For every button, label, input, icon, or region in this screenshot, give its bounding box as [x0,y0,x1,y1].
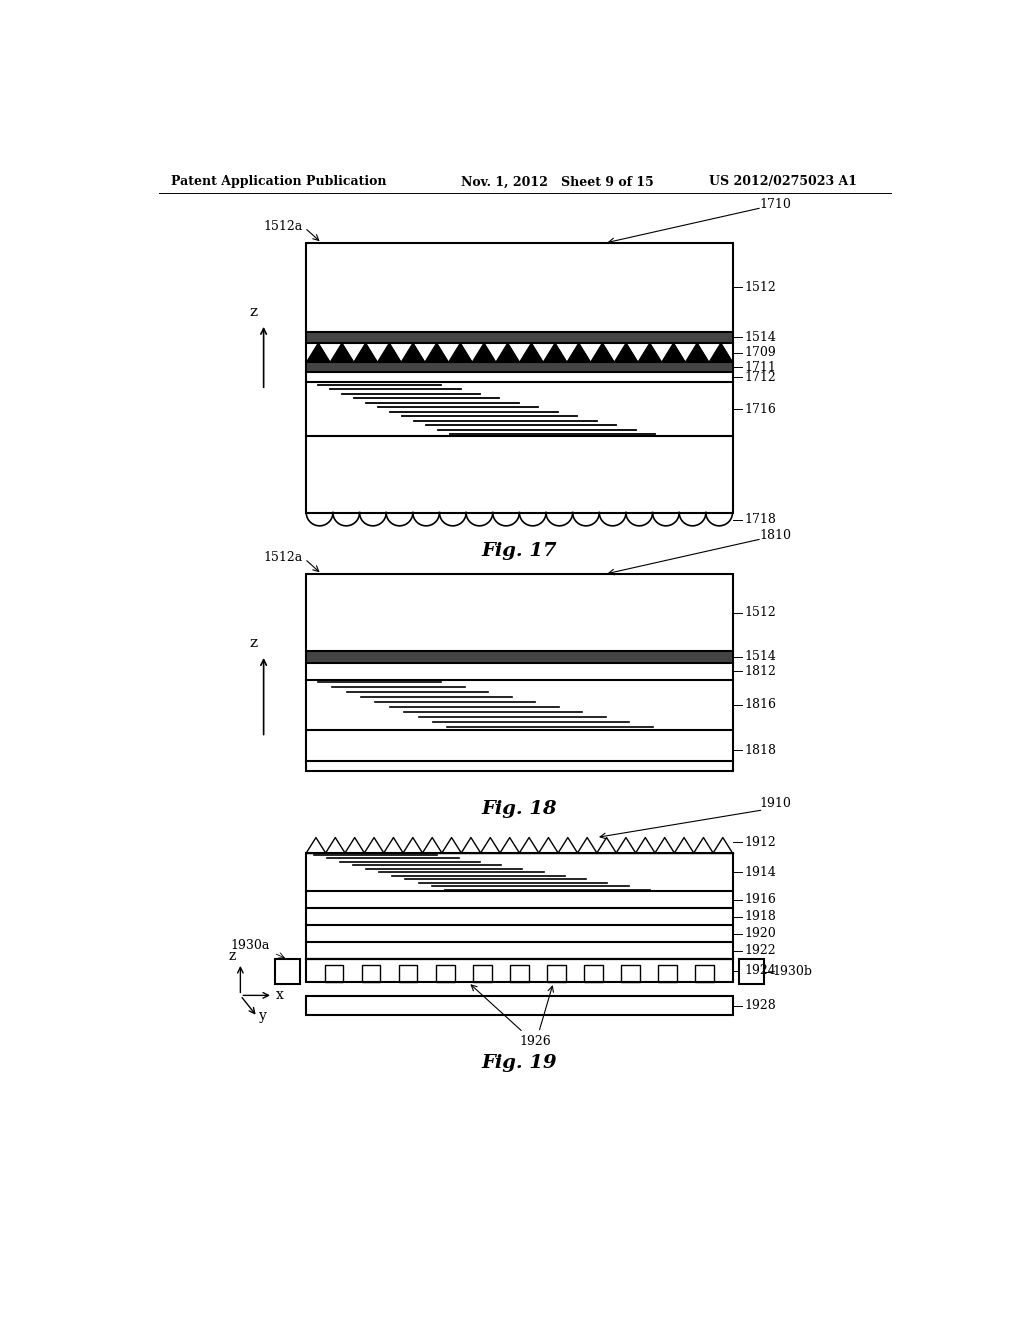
Text: 1709: 1709 [744,346,776,359]
Text: 1512: 1512 [744,281,776,294]
Text: Fig. 17: Fig. 17 [481,543,557,560]
Text: Fig. 18: Fig. 18 [481,800,557,818]
Text: 1930b: 1930b [773,965,813,978]
Text: Patent Application Publication: Patent Application Publication [171,176,386,189]
Bar [306,960,732,982]
Bar [361,965,380,982]
Bar [622,965,640,982]
Text: 1930a: 1930a [230,939,270,952]
Text: 1926: 1926 [519,1035,551,1048]
Text: 1928: 1928 [744,999,776,1012]
Text: 1912: 1912 [744,836,776,849]
Text: 1718: 1718 [744,513,776,527]
Bar [306,363,732,372]
Text: 1710: 1710 [760,198,792,211]
Bar [436,965,455,982]
Text: 1514: 1514 [744,651,776,664]
Bar [306,243,732,512]
Bar [306,372,732,383]
Text: 1910: 1910 [760,797,792,809]
Text: x: x [276,989,284,1002]
Text: y: y [259,1008,267,1023]
Bar [306,574,732,771]
Bar [585,965,603,982]
Text: 1716: 1716 [744,403,776,416]
Text: 1918: 1918 [744,911,776,924]
Bar [306,853,732,960]
Bar [306,853,732,960]
Text: z: z [250,305,258,318]
Text: 1512a: 1512a [263,550,302,564]
Text: 1712: 1712 [744,371,776,384]
Text: 1914: 1914 [744,866,776,879]
Text: 1812: 1812 [744,665,776,677]
Text: 1922: 1922 [744,944,776,957]
Text: z: z [250,636,258,649]
Text: 1810: 1810 [760,529,792,543]
Text: US 2012/0275023 A1: US 2012/0275023 A1 [710,176,857,189]
Bar [275,960,300,983]
Bar [658,965,677,982]
Bar [306,331,732,343]
Text: 1818: 1818 [744,743,776,756]
Bar [306,243,732,512]
Text: 1512a: 1512a [263,219,302,232]
Bar [473,965,492,982]
Bar [738,960,764,983]
Bar [399,965,418,982]
Text: 1711: 1711 [744,360,776,374]
Bar [306,651,732,663]
Bar [547,965,565,982]
Bar [306,574,732,771]
Bar [325,965,343,982]
Bar [306,997,732,1015]
Text: 1512: 1512 [744,606,776,619]
Bar [510,965,528,982]
Text: 1816: 1816 [744,698,776,711]
Text: Nov. 1, 2012   Sheet 9 of 15: Nov. 1, 2012 Sheet 9 of 15 [461,176,654,189]
Text: 1920: 1920 [744,927,776,940]
Text: Fig. 19: Fig. 19 [481,1053,557,1072]
Text: z: z [229,949,237,964]
Text: 1924: 1924 [744,964,776,977]
Text: 1514: 1514 [744,331,776,345]
Bar [695,965,714,982]
Text: 1916: 1916 [744,894,776,907]
